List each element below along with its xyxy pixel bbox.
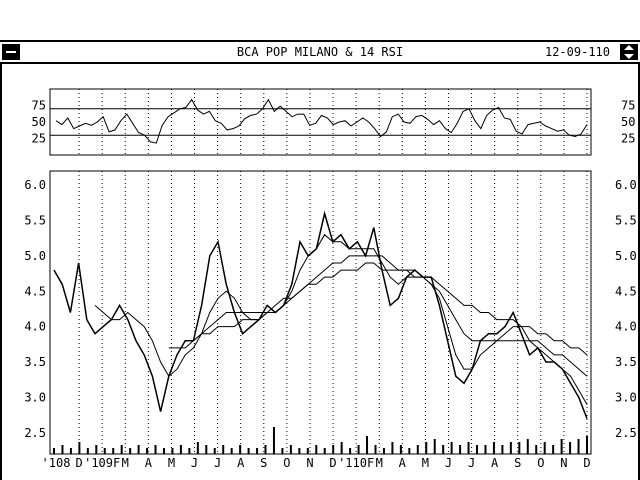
series-line-ma-mid (168, 255, 588, 377)
price-tick-label-left: 6.0 (24, 178, 46, 192)
series-line-price (53, 210, 588, 419)
x-tick-label: M (168, 456, 175, 470)
series-line-ma-short (94, 233, 588, 405)
x-tick-label: M (376, 456, 383, 470)
rsi-panel-frame (49, 88, 592, 156)
price-tick-label-left: 4.5 (24, 284, 46, 298)
title-bar: BCA POP MILANO & 14 RSI 12-09-110 (0, 40, 640, 64)
rsi-tick-label-right: 75 (621, 99, 635, 113)
price-tick-label-left: 4.0 (24, 320, 46, 334)
price-tick-label-left: 5.5 (24, 214, 46, 228)
price-tick-label-right: 2.5 (615, 426, 637, 440)
rsi-tick-label-right: 50 (621, 115, 635, 129)
rsi-tick-label-right: 25 (621, 132, 635, 146)
x-tick-label: J (445, 456, 452, 470)
x-tick-label: N (306, 456, 313, 470)
x-tick-label: A (491, 456, 499, 470)
x-tick-label: O (537, 456, 544, 470)
price-tick-label-right: 3.5 (615, 355, 637, 369)
system-menu-icon[interactable] (2, 44, 20, 60)
x-tick-label: N (560, 456, 567, 470)
x-tick-label: J (468, 456, 475, 470)
chart-window: BCA POP MILANO & 14 RSI 12-09-110 25 25 50… (0, 40, 640, 480)
x-tick-label: S (260, 456, 267, 470)
x-tick-label: A (145, 456, 153, 470)
x-tick-label: D (329, 456, 336, 470)
series-line-ma-long (185, 262, 588, 356)
chart-area: 25 25 50 50 75 75 2.5 2.5 3.0 3.0 3.5 3.5 4.0 4.0 4.5 4… (0, 62, 640, 480)
x-tick-label: '109F (84, 456, 120, 470)
price-tick-label-left: 3.5 (24, 355, 46, 369)
x-tick-label: A (237, 456, 245, 470)
price-tick-label-left: 5.0 (24, 249, 46, 263)
price-tick-label-right: 5.0 (615, 249, 637, 263)
x-tick-label: J (214, 456, 221, 470)
x-tick-label: D (583, 456, 590, 470)
rsi-tick-label-left: 75 (32, 99, 46, 113)
price-tick-label-right: 4.5 (615, 284, 637, 298)
price-tick-label-right: 5.5 (615, 214, 637, 228)
price-tick-label-right: 3.0 (615, 390, 637, 404)
charts-svg: 25 25 50 50 75 75 2.5 2.5 3.0 3.0 3.5 3.5 4.0 4.0 4.5 4… (24, 88, 637, 470)
rsi-line (55, 98, 588, 144)
rsi-tick-label-left: 50 (32, 115, 46, 129)
rsi-tick-label-left: 25 (32, 132, 46, 146)
price-tick-label-right: 4.0 (615, 320, 637, 334)
price-tick-label-right: 6.0 (615, 178, 637, 192)
window-title: BCA POP MILANO & 14 RSI (236, 45, 404, 59)
x-tick-label: S (514, 456, 521, 470)
x-tick-label: D (75, 456, 82, 470)
x-tick-label: A (399, 456, 407, 470)
window-date: 12-09-110 (544, 45, 610, 59)
x-tick-label: M (122, 456, 129, 470)
price-panel-frame (49, 170, 592, 455)
updown-arrow-icon[interactable] (620, 44, 638, 60)
x-tick-label: M (422, 456, 429, 470)
price-tick-label-left: 2.5 (24, 426, 46, 440)
x-tick-label: '108 (42, 456, 71, 470)
x-tick-label: '110F (338, 456, 374, 470)
x-tick-label: O (283, 456, 290, 470)
price-tick-label-left: 3.0 (24, 390, 46, 404)
x-tick-label: J (191, 456, 198, 470)
